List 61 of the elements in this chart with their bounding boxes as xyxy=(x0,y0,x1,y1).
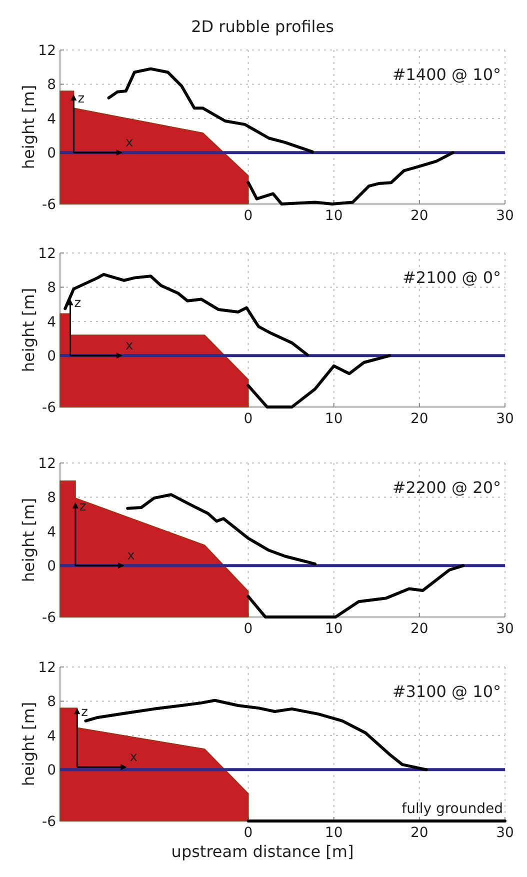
x-tick-label: 20 xyxy=(410,208,428,224)
chart-title: 2D rubble profiles xyxy=(191,17,334,36)
y-tick-label: 0 xyxy=(47,146,56,162)
line-series xyxy=(246,354,391,408)
y-tick-label: 4 xyxy=(47,314,56,330)
y-tick-label: -6 xyxy=(42,400,56,416)
y-tick-label: 4 xyxy=(47,728,56,744)
x-tick-label: 10 xyxy=(324,621,343,637)
y-tick-label: 4 xyxy=(47,111,56,128)
x-tick-label: 10 xyxy=(324,825,343,841)
x-tick-label: 20 xyxy=(410,411,428,427)
x-tick-label: 10 xyxy=(324,208,343,224)
x-tick-label: 30 xyxy=(496,621,514,637)
y-tick-label: 8 xyxy=(47,490,56,506)
y-axis-title: height [m] xyxy=(19,702,38,786)
x-tick-label: 0 xyxy=(244,621,253,637)
annotation: z xyxy=(74,296,82,312)
x-tick-label: 20 xyxy=(410,621,428,637)
y-tick-label: 0 xyxy=(47,348,56,365)
y-tick-label: 0 xyxy=(47,558,56,575)
annotation: z xyxy=(78,91,85,106)
y-axis-title: height [m] xyxy=(19,288,38,372)
line-series xyxy=(64,272,309,356)
annotation: x xyxy=(125,338,134,354)
x-tick-label: 20 xyxy=(410,825,428,841)
annotation: #2100 @ 0° xyxy=(402,268,501,287)
annotation: x xyxy=(125,136,134,151)
x-tick-label: 0 xyxy=(244,825,253,841)
annotation: #1400 @ 10° xyxy=(392,65,501,84)
annotation: x xyxy=(127,548,136,564)
y-axis-title: height [m] xyxy=(19,84,38,170)
y-tick-label: -6 xyxy=(42,197,56,213)
y-tick-label: 12 xyxy=(38,43,56,59)
annotation: z xyxy=(81,705,88,720)
line-series xyxy=(126,493,317,566)
line-series xyxy=(246,564,465,618)
x-axis-title: upstream distance [m] xyxy=(171,842,354,861)
y-tick-label: 12 xyxy=(38,660,56,676)
x-tick-label: 30 xyxy=(496,411,514,427)
annotation: fully grounded xyxy=(402,801,503,817)
y-tick-label: -6 xyxy=(42,814,56,830)
annotation: #3100 @ 10° xyxy=(392,682,501,701)
y-tick-label: 8 xyxy=(47,694,56,710)
y-tick-label: 12 xyxy=(38,246,56,262)
annotation: x xyxy=(130,750,138,766)
y-tick-label: 4 xyxy=(47,524,56,540)
line-series xyxy=(246,151,454,206)
x-tick-label: 30 xyxy=(496,825,514,841)
y-tick-label: 8 xyxy=(47,77,56,94)
y-tick-label: 12 xyxy=(38,456,56,472)
x-tick-label: 10 xyxy=(324,411,343,427)
annotation: #2200 @ 20° xyxy=(392,478,501,497)
y-axis-title: height [m] xyxy=(19,498,38,582)
y-tick-label: -6 xyxy=(42,610,56,626)
x-tick-label: 0 xyxy=(244,208,253,224)
annotation: z xyxy=(79,499,86,514)
x-tick-label: 30 xyxy=(496,208,514,224)
y-tick-label: 8 xyxy=(47,280,56,296)
y-tick-label: 0 xyxy=(47,762,56,779)
x-tick-label: 0 xyxy=(244,411,253,427)
line-series xyxy=(107,67,314,154)
